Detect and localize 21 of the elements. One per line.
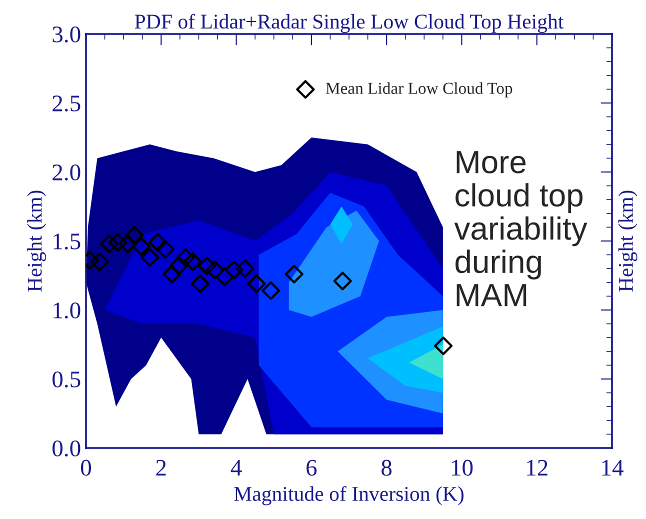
y-axis-title: Height (km) bbox=[27, 190, 46, 292]
y-tick-label: 2.0 bbox=[52, 164, 80, 181]
x-tick-label: 4 bbox=[230, 460, 242, 476]
y-tick-label: 1.0 bbox=[54, 302, 80, 319]
chart-title: PDF of Lidar+Radar Single Low Cloud Top Height bbox=[134, 14, 564, 33]
x-tick-label: 10 bbox=[452, 460, 473, 476]
y-tick-label: 3.0 bbox=[52, 26, 80, 43]
x-tick-label: 0 bbox=[80, 460, 92, 476]
y-tick-label: 0.5 bbox=[52, 371, 80, 388]
x-axis-title: Magnitude of Inversion (K) bbox=[234, 486, 464, 506]
x-tick-label: 6 bbox=[306, 460, 317, 476]
annotation: More cloud top variability during MAM bbox=[454, 151, 588, 306]
y2-axis-title: Height (km) bbox=[618, 190, 638, 292]
x-tick-label: 8 bbox=[382, 460, 392, 476]
y-tick-label: 1.5 bbox=[54, 234, 80, 250]
x-tick-label: 12 bbox=[527, 460, 548, 476]
x-tick-label: 14 bbox=[602, 460, 624, 476]
legend-label: Mean Lidar Low Cloud Top bbox=[326, 82, 512, 98]
y-tick-label: 0.0 bbox=[52, 440, 80, 457]
y-tick-label: 2.5 bbox=[52, 96, 80, 112]
x-tick-label: 2 bbox=[156, 460, 166, 476]
